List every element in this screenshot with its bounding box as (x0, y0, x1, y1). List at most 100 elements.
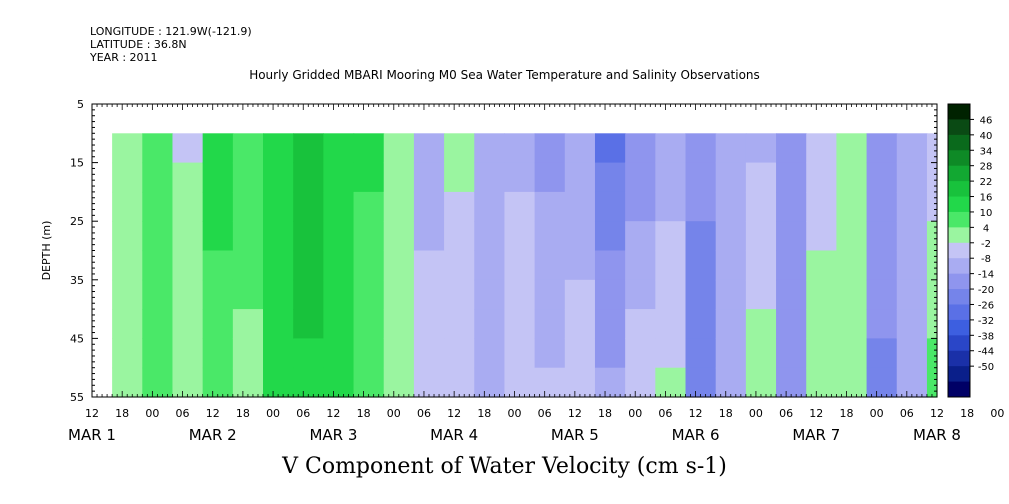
heatmap-cell (413, 279, 445, 310)
heatmap-cell (655, 367, 687, 398)
heatmap-cell (293, 133, 324, 164)
heatmap-cell (564, 191, 596, 222)
heatmap-cell (715, 367, 747, 398)
heatmap-cell (655, 191, 687, 222)
x-tick-label: 12 (447, 407, 461, 420)
heatmap-cell (685, 221, 717, 252)
heatmap-cell (202, 191, 234, 222)
x-day-label: MAR 4 (430, 426, 478, 444)
colorbar-label: 40 (980, 131, 993, 142)
x-tick-label: 00 (387, 407, 401, 420)
colorbar (948, 104, 970, 398)
heatmap-cell (383, 338, 415, 369)
heatmap-cell (172, 367, 204, 398)
heatmap-cell (776, 338, 807, 369)
heatmap-cell (806, 250, 838, 281)
x-tick-label: 00 (628, 407, 642, 420)
heatmap-cell (564, 309, 596, 339)
colorbar-label: -38 (978, 331, 994, 342)
heatmap-cell (142, 250, 174, 281)
x-tick-label: 18 (839, 407, 853, 420)
heatmap-cell (202, 250, 234, 281)
heatmap-cell (806, 367, 838, 398)
heatmap-cell (715, 338, 747, 369)
heatmap-cell (172, 279, 204, 310)
heatmap-cell (926, 133, 938, 164)
heatmap-cell (112, 250, 143, 281)
heatmap-cell (866, 309, 898, 339)
heatmap-cell (715, 191, 747, 222)
x-tick-label: 06 (538, 407, 552, 420)
heatmap-cell (202, 279, 234, 310)
heatmap-cell (232, 279, 264, 310)
heatmap-cell (504, 279, 536, 310)
colorbar-label: -50 (978, 362, 994, 373)
latitude-label: LATITUDE : 36.8N (90, 38, 187, 51)
heatmap-cell (474, 221, 506, 252)
colorbar-swatch (948, 350, 970, 367)
year-label: YEAR : 2011 (90, 51, 158, 64)
heatmap-cell (504, 309, 536, 339)
x-day-label: MAR 5 (551, 426, 599, 444)
colorbar-swatch (948, 381, 970, 398)
heatmap-cell (715, 250, 747, 281)
heatmap-cell (806, 279, 838, 310)
heatmap-cell (323, 338, 355, 369)
longitude-label: LONGITUDE : 121.9W(-121.9) (90, 25, 252, 38)
heatmap-cell (896, 338, 928, 369)
heatmap-cell (112, 279, 143, 310)
heatmap-cell (383, 133, 415, 164)
heatmap-cell (926, 367, 938, 398)
heatmap-cell (896, 309, 928, 339)
colorbar-label: -44 (978, 347, 994, 358)
heatmap-cell (323, 279, 355, 310)
heatmap-cell (715, 162, 747, 193)
heatmap-cell (866, 338, 898, 369)
heatmap-cell (142, 191, 174, 222)
heatmap-cell (263, 133, 294, 164)
heatmap-cell (112, 309, 143, 339)
heatmap-cell (353, 191, 385, 222)
x-tick-label: 18 (115, 407, 129, 420)
colorbar-swatch (948, 273, 970, 290)
heatmap-cell (776, 250, 807, 281)
heatmap-cell (715, 133, 747, 164)
heatmap-cell (745, 221, 777, 252)
heatmap-cell (353, 338, 385, 369)
heatmap-cell (745, 338, 777, 369)
y-tick-label: 25 (70, 215, 84, 228)
y-tick-label: 55 (70, 391, 84, 404)
heatmap-cell (776, 133, 807, 164)
heatmap-cell (474, 250, 506, 281)
heatmap-cell (353, 250, 385, 281)
x-tick-label: 12 (326, 407, 340, 420)
heatmap-cell (745, 133, 777, 164)
heatmap-cell (112, 338, 143, 369)
heatmap-cell (413, 309, 445, 339)
heatmap-cell (926, 338, 938, 369)
heatmap-cell (564, 162, 596, 193)
heatmap-cell (263, 250, 294, 281)
heatmap-cell (112, 367, 143, 398)
heatmap-cell (323, 221, 355, 252)
heatmap-cell (745, 309, 777, 339)
x-tick-label: 12 (206, 407, 220, 420)
heatmap-cell (504, 133, 536, 164)
colorbar-label: -8 (981, 254, 991, 265)
heatmap-cell (323, 133, 355, 164)
heatmap-cell (806, 338, 838, 369)
heatmap-cell (112, 221, 143, 252)
heatmap-cell (202, 309, 234, 339)
heatmap-cell (776, 279, 807, 310)
heatmap-cell (202, 367, 234, 398)
heatmap-cell (685, 250, 717, 281)
heatmap-cell (413, 367, 445, 398)
x-tick-label: 12 (809, 407, 823, 420)
heatmap-cell (444, 221, 475, 252)
heatmap-cell (142, 279, 174, 310)
heatmap-cell (745, 191, 777, 222)
colorbar-swatch (948, 289, 970, 305)
heatmap-cell (866, 367, 898, 398)
heatmap-cell (172, 338, 204, 369)
colorbar-swatch (948, 211, 970, 228)
